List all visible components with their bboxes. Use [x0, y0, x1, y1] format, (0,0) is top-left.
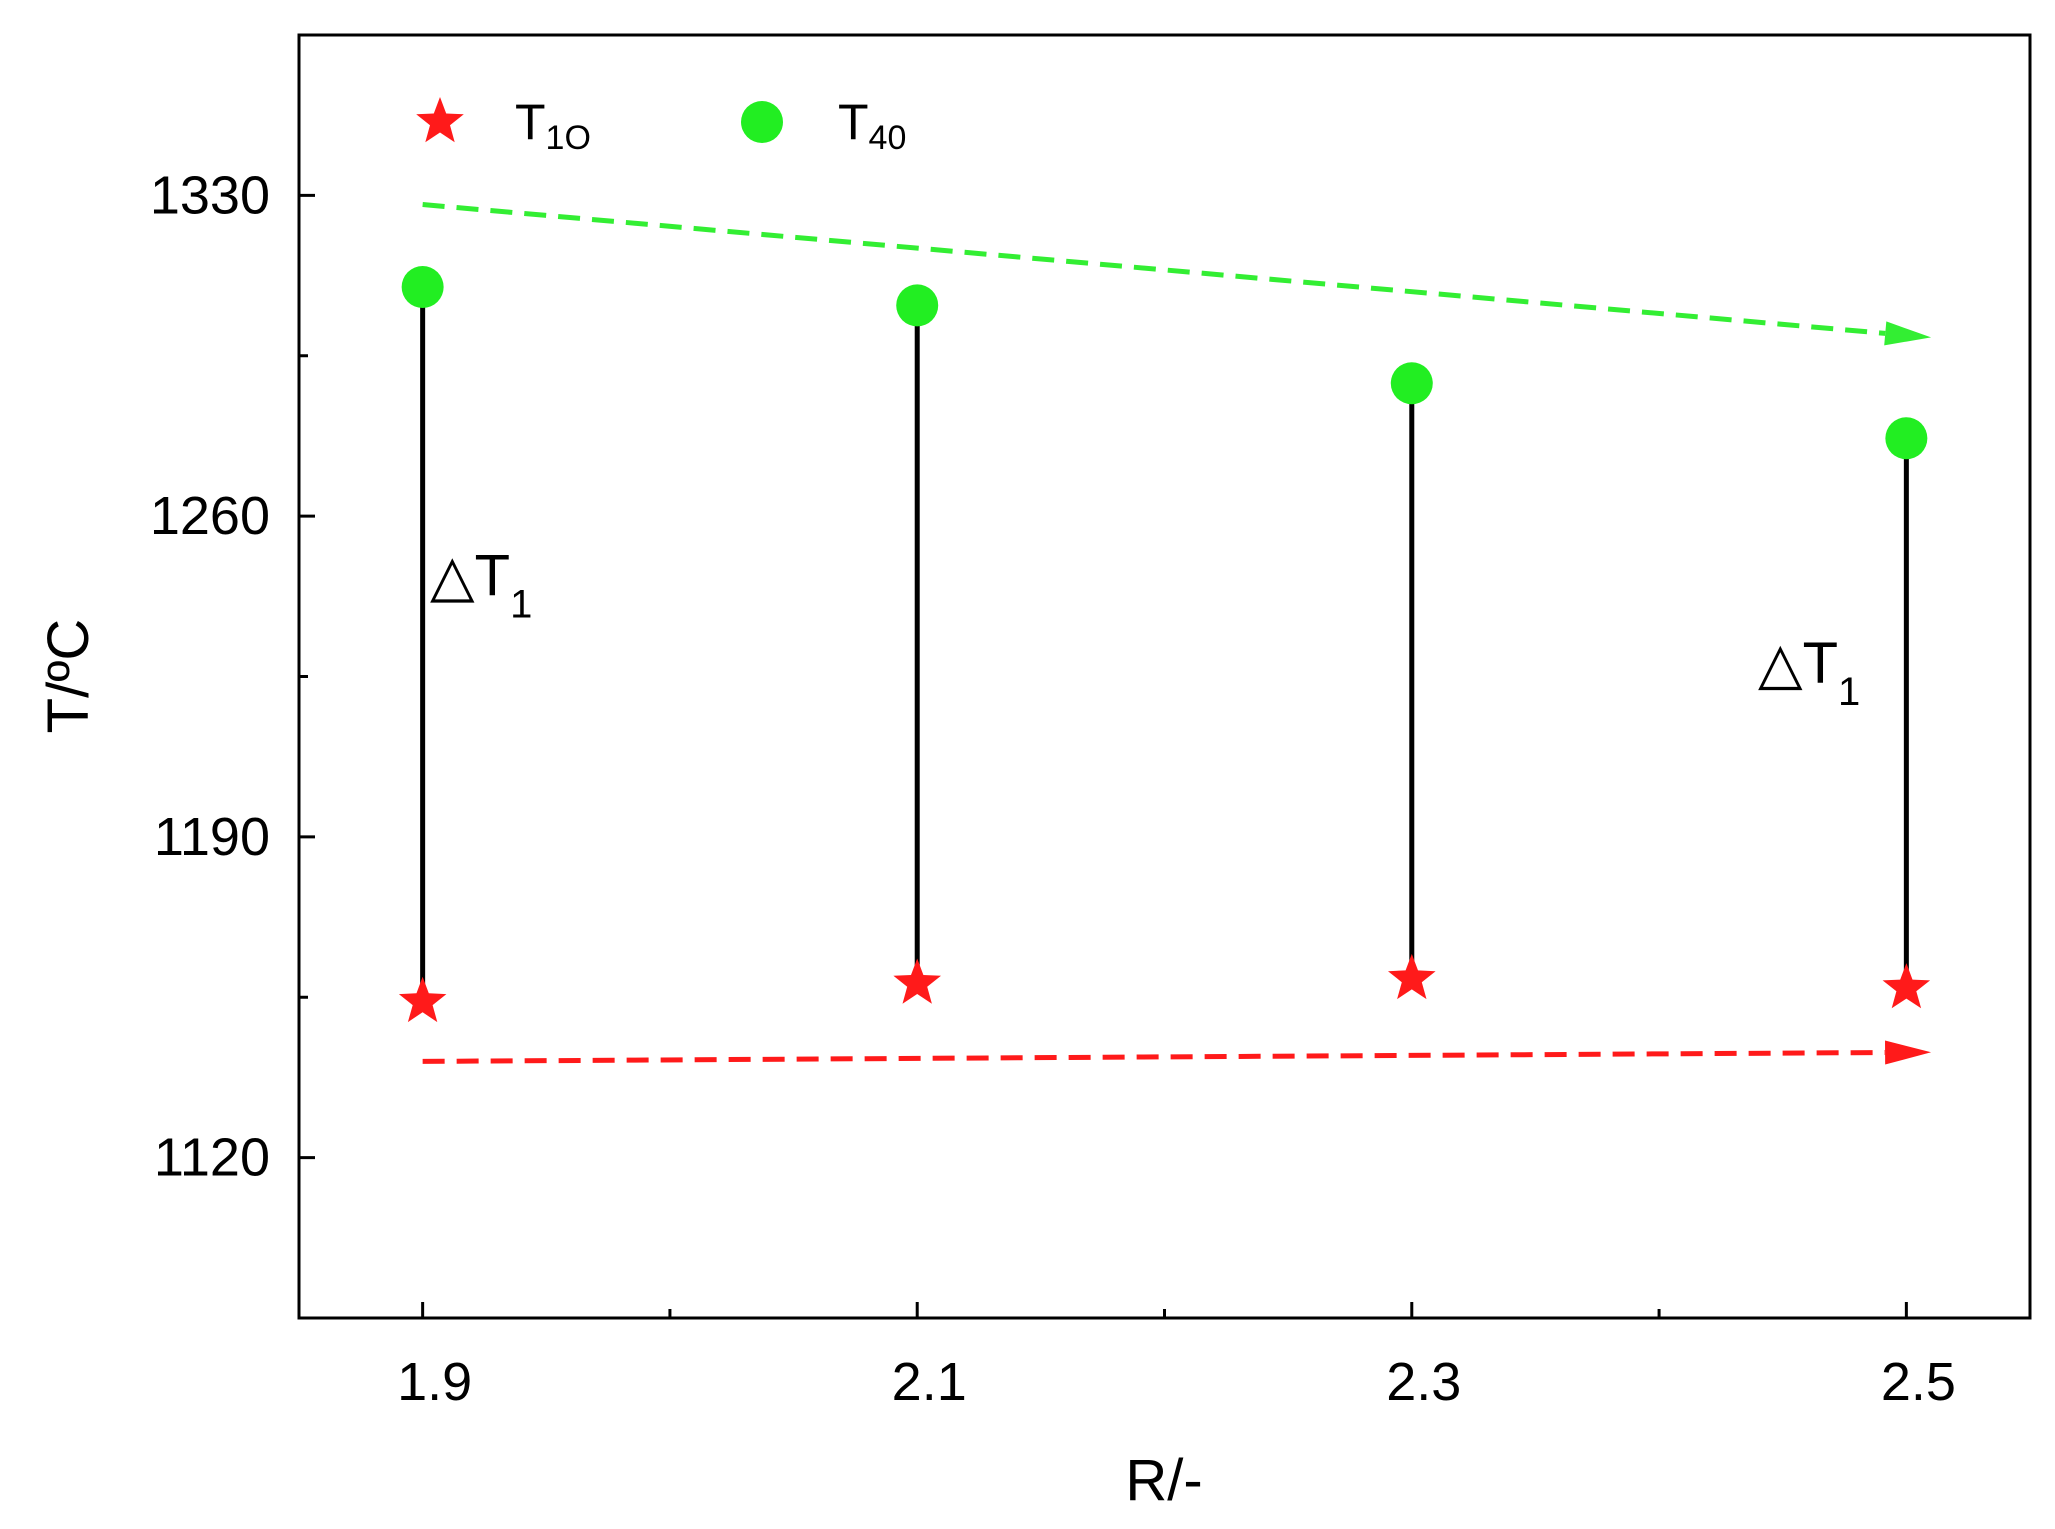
point-t40 — [1390, 362, 1433, 405]
delta-t-annotation: △T1 — [430, 544, 532, 627]
legend: T1O T40 — [416, 94, 906, 157]
data-points — [398, 266, 1931, 1023]
y-axis-label: T/ºC — [36, 619, 101, 734]
y-tick-label: 1120 — [154, 1128, 270, 1188]
y-tick-label: 1190 — [154, 807, 270, 867]
delta-t-subscript: 1 — [1838, 670, 1860, 714]
legend-marker-t10 — [416, 97, 464, 143]
delta-t-subscript: 1 — [510, 583, 532, 627]
trend-arrow-head — [1884, 321, 1932, 346]
trend-arrow-line — [422, 1050, 1886, 1064]
drop-lines — [420, 287, 1909, 1002]
trend-arrow-head — [1885, 1040, 1932, 1065]
x-axis: 1.9 2.1 2.3 2.5 — [397, 1302, 1956, 1412]
x-tick-label: 2.3 — [1386, 1352, 1461, 1412]
point-t10 — [398, 976, 447, 1023]
legend-label-subscript: 40 — [869, 119, 907, 157]
point-t10 — [1882, 963, 1931, 1009]
point-t40 — [401, 266, 444, 309]
x-tick-label: 2.1 — [892, 1352, 967, 1412]
point-t10 — [893, 958, 941, 1004]
y-tick-label: 1260 — [150, 486, 270, 546]
delta-t-annotation: △T1 — [1758, 631, 1860, 714]
x-tick-label: 2.5 — [1881, 1352, 1956, 1412]
trend-arrows — [422, 202, 1932, 1065]
annotations: △T1 △T1 — [430, 544, 1860, 714]
x-axis-label: R/- — [1125, 1448, 1202, 1513]
point-t40 — [1885, 417, 1928, 460]
legend-label: T1O — [515, 94, 591, 157]
x-tick-label: 1.9 — [397, 1352, 472, 1412]
legend-label-subscript: 1O — [546, 119, 591, 157]
trend-arrow-line — [422, 202, 1886, 336]
y-axis: 1120 1190 1260 1330 — [150, 33, 315, 1320]
point-t40 — [896, 284, 939, 327]
y-tick-label: 1330 — [150, 165, 270, 225]
point-t10 — [1388, 953, 1436, 1000]
legend-marker-t40 — [741, 101, 783, 143]
legend-label: T40 — [838, 94, 906, 157]
